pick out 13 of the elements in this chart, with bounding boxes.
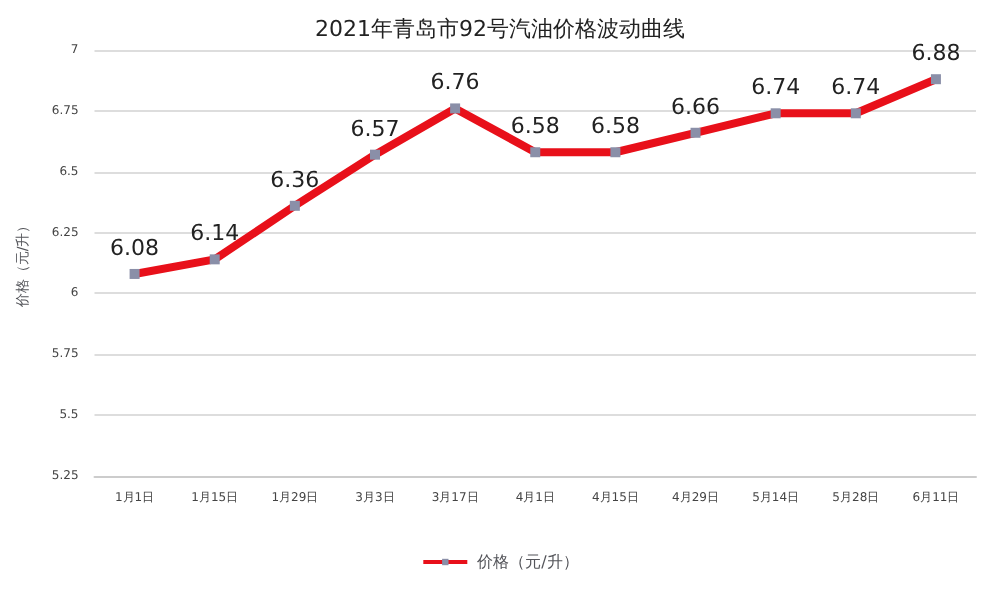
data-label: 6.76 [430, 69, 480, 96]
legend-label: 价格（元/升） [475, 553, 579, 571]
data-label: 6.74 [751, 74, 801, 101]
data-label: 6.74 [831, 74, 881, 101]
data-label: 6.58 [510, 113, 560, 140]
data-label: 6.66 [671, 93, 721, 120]
chart-title: 2021年青岛市92号汽油价格波动曲线 [315, 16, 685, 42]
data-label: 6.14 [190, 220, 240, 247]
data-label: 6.08 [110, 234, 160, 261]
data-label: 6.57 [350, 115, 400, 142]
data-label: 6.88 [911, 40, 961, 67]
data-label: 6.58 [590, 113, 640, 140]
data-label: 6.36 [270, 166, 320, 193]
